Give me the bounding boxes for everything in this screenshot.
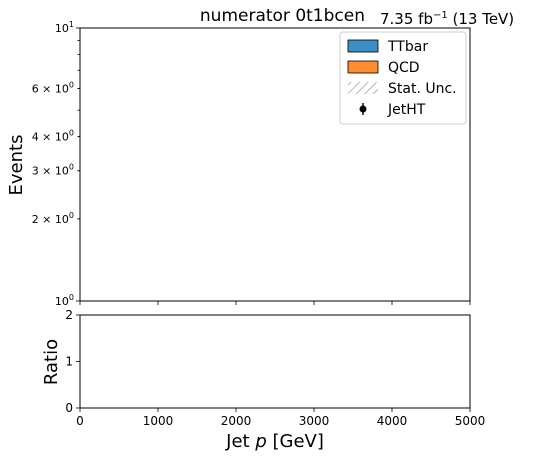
main-y-tick-label: 101 [55, 20, 74, 35]
legend-item: TTbar [347, 39, 428, 55]
main-y-axis-label: Events [6, 135, 27, 196]
legend-item: QCD [347, 60, 420, 76]
main-title: numerator 0t1bcen [200, 6, 365, 26]
ratio-y-tick-label: 2 [65, 308, 73, 322]
ratio-panel: 0 1 2 0 1000 2000 3000 4000 5000 Ratio Jet p [G… [41, 308, 485, 452]
ratio-y-ticks: 0 1 2 [65, 308, 80, 415]
legend-item: JetHT [359, 102, 426, 118]
main-y-tick-label: 4 × 100 [32, 129, 74, 144]
main-y-tick-label: 3 × 100 [32, 163, 74, 178]
legend-label: Stat. Unc. [388, 81, 457, 97]
legend: TTbar QCD Stat. Unc. JetHT [339, 31, 467, 125]
ratio-y-tick-label: 0 [65, 401, 73, 415]
legend-marker [359, 105, 367, 113]
ratio-x-tick-label: 2000 [221, 414, 252, 428]
main-y-tick-label: 100 [55, 293, 74, 308]
ratio-x-ticks: 0 1000 2000 3000 4000 5000 [76, 408, 485, 428]
legend-hatch-swatch [348, 82, 378, 94]
main-x-ticks [79, 301, 471, 305]
main-y-ticks: 100 2 × 100 3 × 100 4 × 100 6 × 100 101 [32, 20, 80, 308]
main-panel: 100 2 × 100 3 × 100 4 × 100 6 × 100 101 numer… [6, 6, 514, 308]
ratio-x-tick-label: 0 [76, 414, 84, 428]
ratio-x-tick-label: 1000 [143, 414, 174, 428]
legend-label: QCD [388, 60, 420, 76]
legend-swatch [347, 39, 379, 53]
ratio-x-tick-label: 4000 [377, 414, 408, 428]
legend-label: TTbar [387, 39, 428, 55]
ratio-x-tick-label: 3000 [299, 414, 330, 428]
ratio-y-axis-label: Ratio [41, 339, 62, 385]
lumi-label: 7.35 fb−1 (13 TeV) [380, 10, 514, 28]
ratio-x-tick-label: 5000 [455, 414, 486, 428]
ratio-y-tick-label: 1 [65, 355, 73, 369]
legend-label: JetHT [387, 102, 426, 118]
main-axes-frame [79, 27, 471, 302]
legend-item: Stat. Unc. [348, 81, 457, 97]
x-axis-label: Jet p [GeV] [225, 431, 324, 452]
ratio-axes-frame [79, 314, 471, 409]
main-y-tick-label: 6 × 100 [32, 81, 74, 96]
legend-swatch [347, 60, 379, 74]
main-y-tick-label: 2 × 100 [32, 211, 74, 226]
legend-frame [339, 31, 467, 125]
